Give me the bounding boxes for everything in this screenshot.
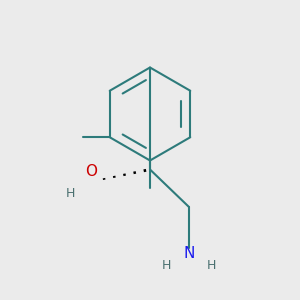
Text: N: N xyxy=(183,246,195,261)
Text: O: O xyxy=(85,164,98,178)
Text: H: H xyxy=(162,259,171,272)
Text: H: H xyxy=(66,187,75,200)
Text: H: H xyxy=(207,259,216,272)
